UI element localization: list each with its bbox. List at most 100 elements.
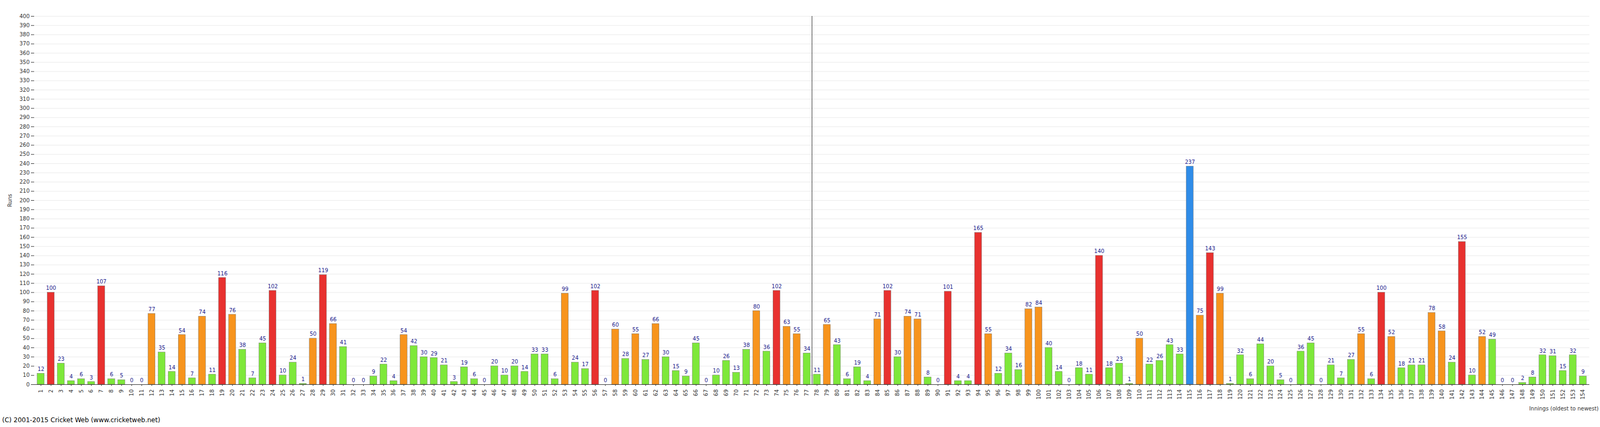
svg-text:230: 230: [19, 169, 30, 176]
svg-text:76: 76: [793, 389, 800, 397]
svg-text:40: 40: [22, 344, 30, 351]
svg-text:8: 8: [108, 389, 115, 393]
svg-text:300: 300: [19, 105, 30, 111]
svg-text:3: 3: [452, 374, 456, 381]
svg-text:54: 54: [572, 389, 579, 397]
svg-text:15: 15: [179, 389, 186, 397]
svg-text:116: 116: [1196, 389, 1203, 400]
svg-text:2: 2: [48, 389, 54, 393]
svg-text:10: 10: [501, 367, 509, 374]
svg-text:74: 74: [198, 308, 206, 315]
svg-text:101: 101: [1045, 389, 1052, 400]
svg-text:237: 237: [1185, 158, 1196, 165]
svg-text:123: 123: [1267, 389, 1274, 400]
svg-text:67: 67: [702, 389, 709, 397]
svg-text:30: 30: [662, 349, 670, 356]
svg-text:34: 34: [1005, 345, 1013, 352]
svg-text:36: 36: [763, 344, 771, 350]
svg-text:131: 131: [1348, 389, 1355, 400]
svg-text:31: 31: [340, 389, 347, 397]
svg-text:14: 14: [1055, 364, 1063, 371]
svg-text:84: 84: [874, 389, 881, 397]
svg-text:139: 139: [1428, 389, 1435, 400]
svg-text:7: 7: [98, 389, 104, 393]
svg-text:12: 12: [148, 389, 155, 397]
svg-text:23: 23: [259, 389, 266, 397]
svg-text:15: 15: [1559, 363, 1567, 370]
svg-text:260: 260: [19, 141, 30, 148]
svg-text:73: 73: [763, 389, 770, 397]
svg-text:130: 130: [1338, 389, 1344, 400]
svg-text:27: 27: [642, 352, 650, 358]
svg-text:20: 20: [491, 358, 499, 365]
svg-text:60: 60: [22, 325, 30, 332]
svg-text:77: 77: [803, 389, 810, 397]
svg-text:88: 88: [914, 389, 921, 397]
svg-text:63: 63: [783, 318, 791, 325]
svg-text:10: 10: [713, 367, 720, 374]
svg-text:140: 140: [1438, 389, 1445, 400]
svg-text:28: 28: [309, 389, 316, 397]
svg-text:155: 155: [1457, 234, 1468, 240]
svg-text:69: 69: [723, 389, 730, 397]
svg-text:144: 144: [1478, 389, 1485, 400]
svg-text:4: 4: [69, 373, 73, 380]
svg-text:150: 150: [1539, 389, 1546, 400]
svg-text:37: 37: [400, 389, 407, 397]
svg-text:78: 78: [813, 389, 820, 397]
svg-text:7: 7: [1339, 370, 1343, 377]
svg-text:0: 0: [1067, 377, 1071, 383]
svg-text:33: 33: [360, 389, 367, 397]
svg-text:23: 23: [57, 355, 65, 362]
svg-text:43: 43: [461, 389, 468, 397]
svg-text:390: 390: [19, 22, 30, 29]
svg-text:107: 107: [96, 278, 107, 285]
svg-text:116: 116: [217, 270, 228, 277]
svg-text:62: 62: [652, 389, 659, 397]
svg-text:0: 0: [361, 377, 365, 383]
svg-text:60: 60: [612, 321, 620, 328]
svg-text:22: 22: [1146, 356, 1154, 363]
svg-text:35: 35: [158, 344, 166, 351]
svg-text:75: 75: [1196, 307, 1204, 314]
svg-text:140: 140: [19, 252, 30, 259]
svg-text:96: 96: [995, 389, 1002, 397]
svg-text:190: 190: [19, 206, 30, 213]
svg-text:83: 83: [864, 389, 871, 397]
svg-text:118: 118: [1217, 389, 1223, 400]
svg-text:97: 97: [1005, 389, 1012, 397]
svg-text:38: 38: [742, 341, 750, 348]
svg-text:24: 24: [1448, 354, 1456, 361]
svg-text:90: 90: [934, 389, 941, 397]
svg-text:33: 33: [541, 346, 549, 353]
svg-text:152: 152: [1560, 389, 1566, 400]
svg-text:54: 54: [178, 327, 186, 334]
svg-text:3: 3: [89, 374, 93, 381]
svg-text:20: 20: [1267, 358, 1275, 365]
svg-text:28: 28: [622, 350, 630, 357]
svg-text:99: 99: [561, 285, 569, 292]
svg-text:15: 15: [672, 363, 680, 370]
svg-text:20: 20: [229, 389, 236, 397]
svg-text:56: 56: [592, 389, 598, 397]
svg-text:41: 41: [441, 389, 447, 397]
svg-text:29: 29: [320, 389, 326, 397]
svg-text:50: 50: [531, 389, 538, 397]
svg-text:114: 114: [1176, 389, 1183, 400]
svg-text:80: 80: [22, 307, 30, 314]
svg-text:42: 42: [451, 389, 458, 397]
svg-text:38: 38: [410, 389, 417, 397]
svg-text:350: 350: [19, 59, 30, 66]
svg-text:104: 104: [1076, 389, 1083, 400]
svg-text:143: 143: [1204, 245, 1215, 252]
svg-text:10: 10: [22, 371, 30, 378]
svg-text:100: 100: [19, 289, 30, 295]
svg-text:Runs: Runs: [6, 193, 13, 207]
svg-text:100: 100: [1376, 284, 1387, 291]
svg-text:121: 121: [1247, 389, 1254, 400]
svg-text:16: 16: [188, 389, 195, 397]
svg-text:110: 110: [19, 280, 30, 286]
svg-text:107: 107: [1106, 389, 1112, 400]
svg-text:20: 20: [22, 362, 30, 369]
svg-text:70: 70: [733, 389, 740, 397]
